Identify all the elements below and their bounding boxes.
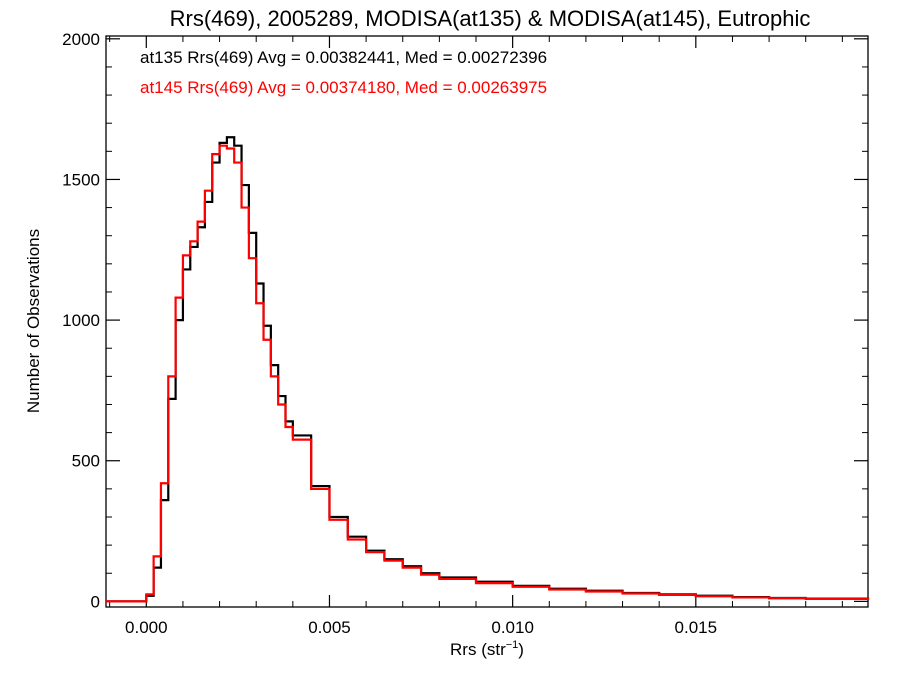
x-tick-label: 0.000 <box>125 618 168 637</box>
series-line-1 <box>106 144 870 603</box>
x-tick-label: 0.015 <box>675 618 718 637</box>
y-tick-label: 1000 <box>62 311 100 330</box>
x-tick-labels: 0.000 0.005 0.010 0.015 <box>125 618 717 637</box>
plot-frame <box>105 35 869 608</box>
y-tick-label: 0 <box>91 592 100 611</box>
series-layer <box>106 136 870 603</box>
annotation-at135: at135 Rrs(469) Avg = 0.00382441, Med = 0… <box>140 48 547 67</box>
x-axis-label-superscript: −1 <box>506 639 519 651</box>
x-axis-label-main: Rrs (str <box>450 640 506 659</box>
series-line-0 <box>106 136 870 603</box>
y-tick-label: 500 <box>72 452 100 471</box>
x-tick-label: 0.005 <box>308 618 351 637</box>
x-axis-label-close: ) <box>518 640 524 659</box>
y-tick-label: 1500 <box>62 170 100 189</box>
chart-title: Rrs(469), 2005289, MODISA(at135) & MODIS… <box>170 6 811 31</box>
annotation-at145: at145 Rrs(469) Avg = 0.00374180, Med = 0… <box>140 78 547 97</box>
y-tick-labels: 0 500 1000 1500 2000 <box>62 30 100 612</box>
y-tick-label: 2000 <box>62 30 100 49</box>
x-axis-label: Rrs (str−1) <box>450 639 524 659</box>
axis-ticks <box>106 36 868 607</box>
y-axis-label: Number of Observations <box>24 229 43 413</box>
x-tick-label: 0.010 <box>491 618 534 637</box>
